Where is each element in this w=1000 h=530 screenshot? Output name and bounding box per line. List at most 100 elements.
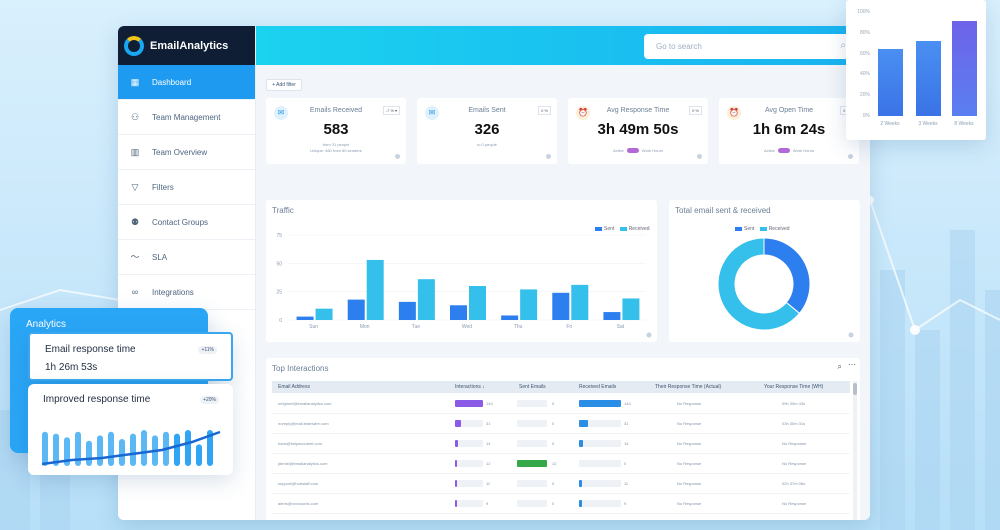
col-sent[interactable]: Sent Emails [519,384,546,390]
donut-panel: Total email sent & received Sent Receive… [669,200,860,342]
bar-sent-sun[interactable] [296,316,314,320]
add-filter-button[interactable]: + Add filter [266,79,302,91]
sent-bar [517,400,547,407]
sidebar-item-integrations[interactable]: ∞ Integrations [118,275,255,310]
toggle-left-label: Active [764,148,775,153]
sidebar-item-contact-groups[interactable]: ⚉ Contact Groups [118,205,255,240]
bar-received-mon[interactable] [366,259,384,320]
row-email[interactable]: support@hubstaff.com [278,481,319,486]
x-tick-label: Thu [514,324,523,330]
sent-bar [517,420,547,427]
row-your-response: 03h 30m 31s [782,421,806,426]
toggle-switch[interactable] [777,148,790,154]
toggle-left-label: Active [613,148,624,153]
stat-card-emails-sent: ✉ Emails Sent 0 % 326 to 0 people [417,98,557,164]
bar-received-thu[interactable] [520,289,538,320]
sidebar-item-sla[interactable]: 〜 SLA [118,240,255,275]
sidebar-item-filters[interactable]: ▽ Filters [118,170,255,205]
bar-received-fri[interactable] [571,284,589,320]
table-row[interactable]: mrighnet@emailanalytics.com 144 0 144 No… [272,394,850,414]
info-icon[interactable] [646,332,652,338]
search-placeholder: Go to search [656,42,702,51]
active-workhours-toggle[interactable]: Active Work Hours [568,148,708,154]
sidebar-item-team-management[interactable]: ⚇ Team Management [118,100,255,135]
more-icon[interactable]: ⋯ [848,360,856,369]
info-icon[interactable] [848,154,853,159]
logo[interactable]: EmailAnalytics [118,26,255,65]
row-their-response: No Response [677,501,702,506]
row-email[interactable]: jdeniel@emailanalytics.com [278,461,328,466]
row-email[interactable]: mrighnet@emailanalytics.com [278,401,332,406]
table-row[interactable]: support@hubstaff.com 11 0 11 No Response… [272,474,850,494]
info-icon[interactable] [546,154,551,159]
row-received: 9 [624,501,627,506]
col-your-response[interactable]: Your Response Time (WH) [764,384,824,390]
table-row[interactable]: alerts@xxxcounts.com 9 0 9 No Response N… [272,494,850,514]
bar-sent-mon[interactable] [347,299,365,320]
bar-received-sun[interactable] [315,308,333,320]
info-icon[interactable] [848,332,854,338]
spark-bar [108,431,114,466]
bar-3-weeks[interactable] [916,41,941,116]
sidebar-item-label: Dashboard [152,77,192,87]
row-email[interactable]: hans@helpscoutnet.com [278,441,323,446]
users-icon: ⚇ [130,112,140,122]
traffic-legend: Sent Received [591,226,650,232]
x-tick-label: 8 Weeks [954,121,974,127]
bar-received-tue[interactable] [417,279,435,320]
stat-value: 3h 49m 50s [597,121,679,138]
bar-sent-fri[interactable] [552,292,570,320]
donut-slice-sent[interactable] [763,237,811,315]
bar-2-weeks[interactable] [878,49,903,116]
weeks-bar-chart: 0% 20% 40% 60% 80% 100% 2 Weeks 3 Weeks 8 Weeks [846,0,986,140]
spark-bar [119,439,125,466]
toggle-switch[interactable] [626,148,639,154]
sidebar-item-dashboard[interactable]: ▦ Dashboard [118,65,255,100]
table-search-icon[interactable]: ⌕ [837,362,842,371]
sidebar-item-team-overview[interactable]: ▥ Team Overview [118,135,255,170]
bar-sent-sat[interactable] [603,312,621,320]
table-row[interactable]: anita_spades@tecatedigitalco.com 6 4 4 4… [272,514,850,520]
bar-8-weeks[interactable] [952,21,977,116]
table-row[interactable]: hans@helpscoutnet.com 14 0 14 No Respons… [272,434,850,454]
received-bar [579,400,621,407]
row-email[interactable]: alerts@xxxcounts.com [278,501,319,506]
interactions-bar [455,460,483,467]
search-icon[interactable]: ⌕ [840,40,846,51]
bar-received-sat[interactable] [622,298,640,320]
x-tick-label: Fri [566,324,572,330]
sidebar-item-label: SLA [152,252,168,262]
donut-legend: Sent Received [731,226,790,232]
spark-bar [185,430,191,466]
bar-sent-tue[interactable] [398,301,416,320]
col-their-response[interactable]: Their Response Time (Actual) [655,384,722,390]
row-your-response: No Response [782,461,807,466]
stat-title: Avg Response Time [606,107,670,114]
table-row[interactable]: jdeniel@emailanalytics.com 12 12 0 No Re… [272,454,850,474]
bar-sent-wed[interactable] [450,305,467,320]
row-interactions: 12 [486,461,491,466]
row-sent: 0 [552,481,555,486]
row-email[interactable]: noreply@mail.teamwire.com [278,421,329,426]
active-workhours-toggle[interactable]: Active Work Hours [719,148,859,154]
donut-slice-received[interactable] [717,237,801,331]
received-bar [579,460,621,467]
col-interactions[interactable]: Interactions ↓ [455,384,485,390]
info-icon[interactable] [697,154,702,159]
row-received: 11 [624,481,629,486]
table-scrollbar[interactable] [853,381,857,520]
col-received[interactable]: Received Emails [579,384,617,390]
interactions-bar [455,440,483,447]
stat-value: 583 [323,121,349,138]
table-row[interactable]: noreply@mail.teamwire.com 31 0 31 No Res… [272,414,850,434]
info-icon[interactable] [395,154,400,159]
bar-received-wed[interactable] [469,286,486,320]
bar-sent-thu[interactable] [501,315,519,320]
y-tick-label: 50 [276,261,282,267]
row-received: 14 [624,441,629,446]
col-email[interactable]: Email Address [278,384,310,390]
search-input[interactable]: Go to search ⌕ [644,34,854,59]
row-their-response: No Response [677,421,702,426]
row-sent: 0 [552,421,555,426]
donut-legend-sent: Sent [744,226,755,232]
